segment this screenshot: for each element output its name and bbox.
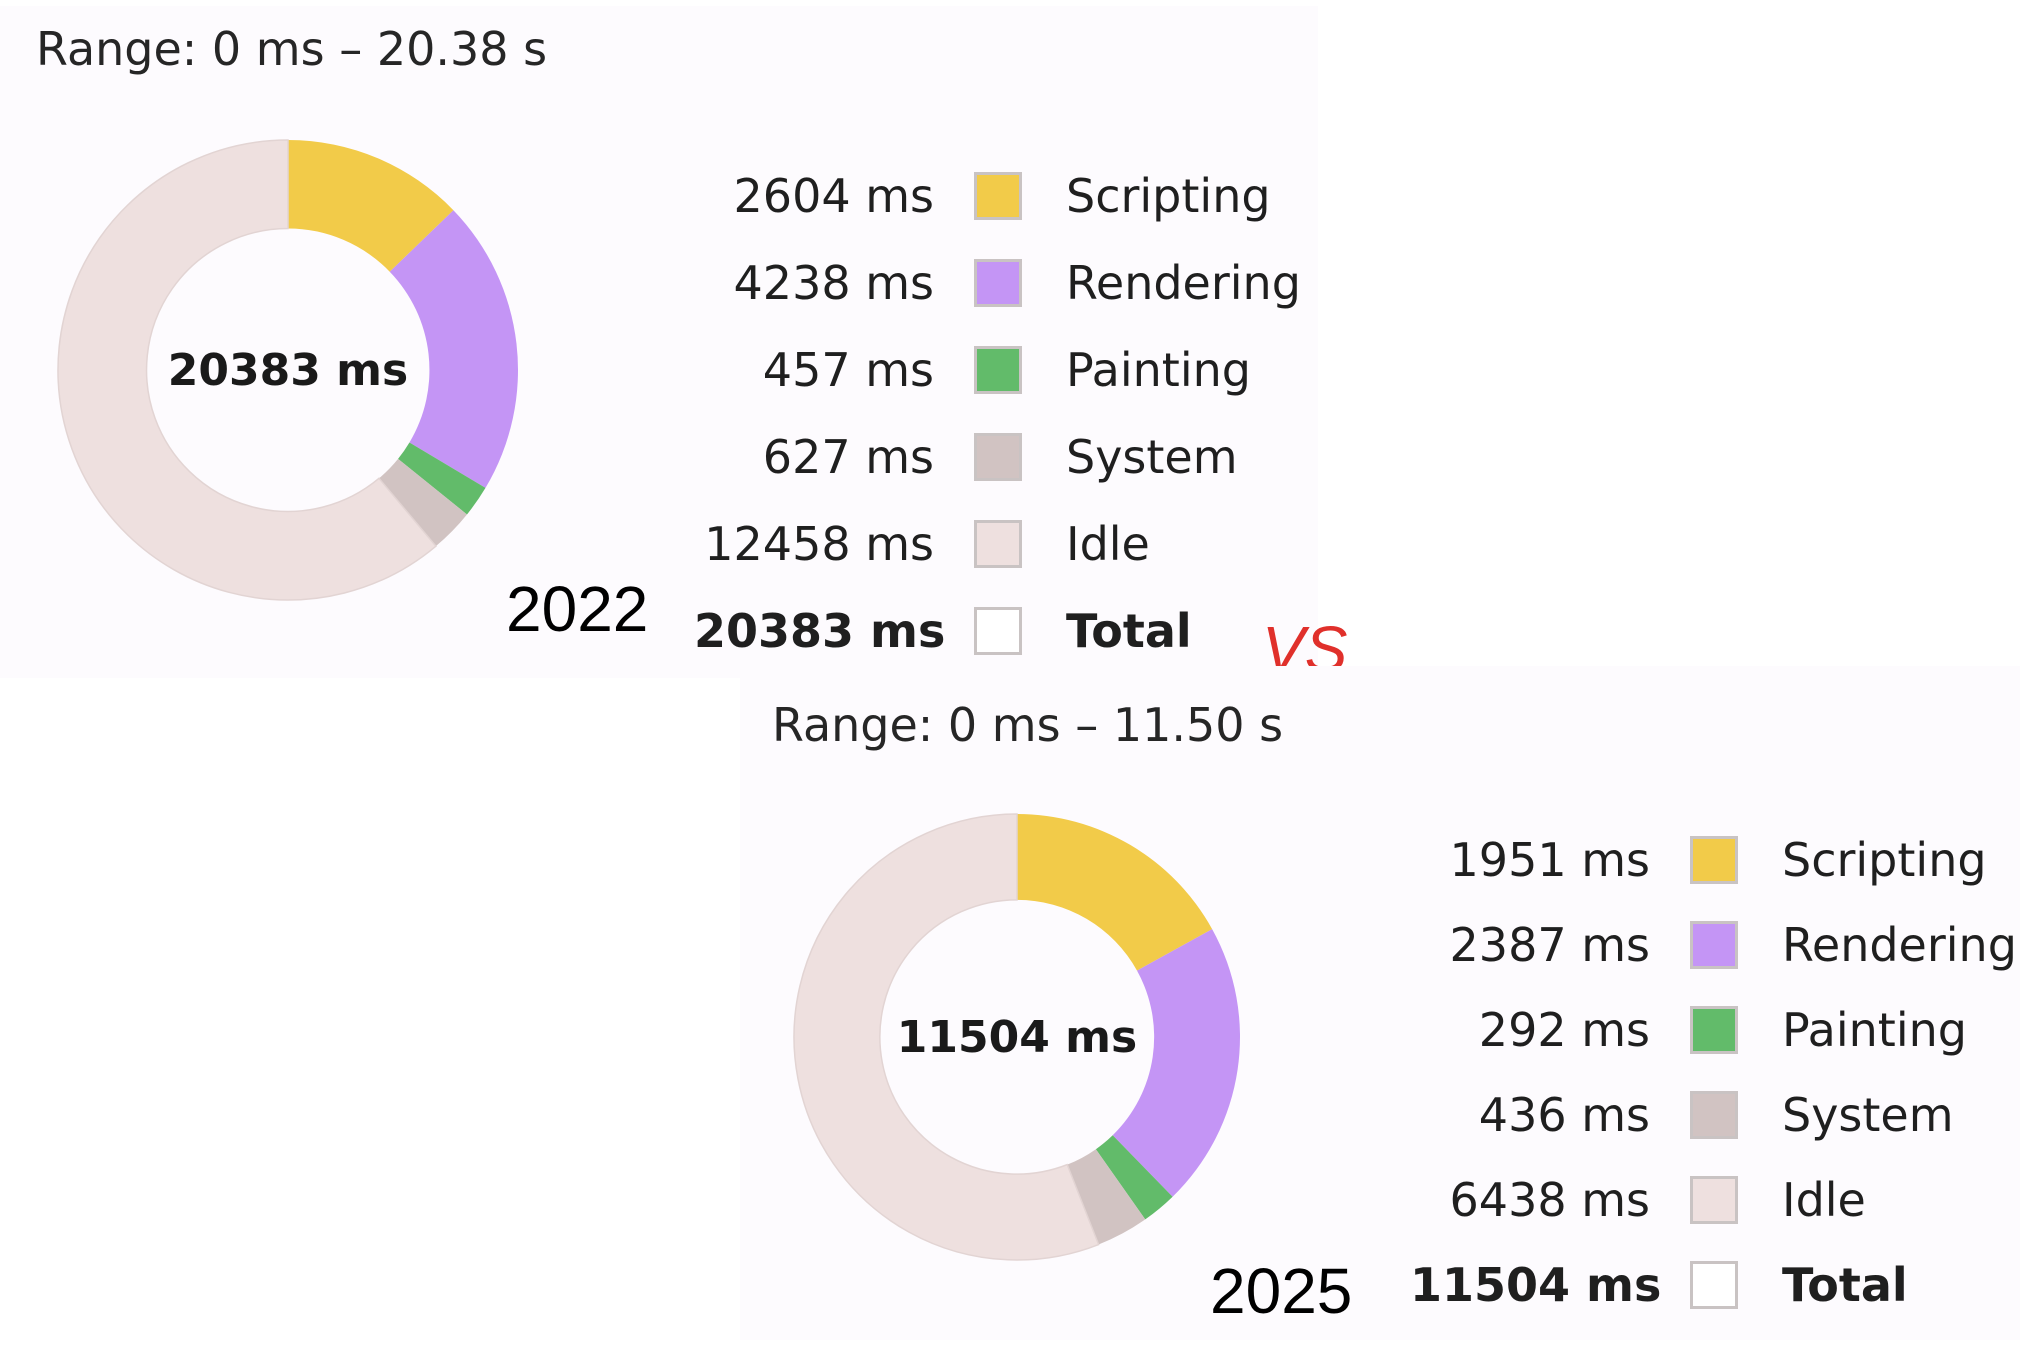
legend-label: Painting — [1782, 1003, 1967, 1057]
legend-swatch-rendering — [1690, 921, 1738, 969]
legend-row-system: 436 ms System — [1060, 1085, 2020, 1145]
legend-swatch-idle — [1690, 1176, 1738, 1224]
donut-chart: 20383 ms — [57, 139, 518, 601]
legend-row-painting: 292 ms Painting — [1060, 1000, 2020, 1060]
legend-label: Scripting — [1066, 169, 1271, 223]
legend-label: Rendering — [1066, 256, 1301, 310]
donut-center-total: 11504 ms — [897, 1012, 1137, 1063]
donut-slice-rendering — [1112, 929, 1240, 1197]
legend-row-rendering: 4238 ms Rendering — [340, 253, 1340, 313]
donut-slice-idle — [57, 139, 437, 601]
legend-swatch-painting — [974, 346, 1022, 394]
summary-panel-2025: Range: 0 ms – 11.50 s 11504 ms 1951 ms Sc… — [740, 666, 2020, 1340]
legend-swatch-total — [1690, 1261, 1738, 1309]
legend-row-total: 20383 ms Total — [340, 601, 1340, 661]
legend-value: 436 ms — [1478, 1088, 1650, 1142]
legend-row-idle: 6438 ms Idle — [1060, 1170, 2020, 1230]
legend-value: 2387 ms — [1449, 918, 1650, 972]
legend-row-system: 627 ms System — [340, 427, 1340, 487]
legend-row-painting: 457 ms Painting — [340, 340, 1340, 400]
legend-row-total: 11504 ms Total — [1060, 1255, 2020, 1315]
legend-label: Painting — [1066, 343, 1251, 397]
legend-swatch-idle — [974, 520, 1022, 568]
legend-value: 627 ms — [762, 430, 934, 484]
donut-chart: 11504 ms — [793, 813, 1240, 1261]
summary-panel-2022: Range: 0 ms – 20.38 s 20383 ms 2604 ms Sc… — [0, 6, 1318, 678]
legend-label: Idle — [1782, 1173, 1866, 1227]
legend-value: 292 ms — [1478, 1003, 1650, 1057]
legend: 2604 ms Scripting 4238 ms Rendering 457 ms Pa… — [340, 166, 1340, 686]
legend-swatch-system — [974, 433, 1022, 481]
donut-slice-scripting — [288, 140, 454, 272]
donut-slice-rendering — [389, 210, 518, 488]
legend-swatch-system — [1690, 1091, 1738, 1139]
legend-value: 6438 ms — [1449, 1173, 1650, 1227]
donut-slice-system — [378, 458, 467, 547]
legend-label: Total — [1782, 1258, 1908, 1312]
donut-slice-painting — [398, 442, 486, 515]
legend-swatch-scripting — [1690, 836, 1738, 884]
legend-label: Total — [1066, 604, 1192, 658]
legend-value: 20383 ms — [694, 604, 946, 658]
legend-value: 457 ms — [762, 343, 934, 397]
legend-value: 1951 ms — [1449, 833, 1650, 887]
legend-row-scripting: 2604 ms Scripting — [340, 166, 1340, 226]
year-label: 2025 — [1210, 1255, 1353, 1327]
legend-label: System — [1782, 1088, 1954, 1142]
legend-swatch-rendering — [974, 259, 1022, 307]
legend-label: Scripting — [1782, 833, 1987, 887]
range-label: Range: 0 ms – 11.50 s — [772, 698, 1284, 752]
year-label: 2022 — [506, 573, 649, 645]
legend-swatch-total — [974, 607, 1022, 655]
legend-value: 4238 ms — [733, 256, 934, 310]
legend-swatch-painting — [1690, 1006, 1738, 1054]
legend: 1951 ms Scripting 2387 ms Rendering 292 ms Pa… — [1060, 830, 2020, 1350]
legend-row-rendering: 2387 ms Rendering — [1060, 915, 2020, 975]
legend-swatch-scripting — [974, 172, 1022, 220]
donut-slice-scripting — [1017, 814, 1213, 971]
donut-slice-painting — [1095, 1135, 1173, 1220]
legend-value: 12458 ms — [704, 517, 934, 571]
legend-label: Rendering — [1782, 918, 2017, 972]
legend-row-scripting: 1951 ms Scripting — [1060, 830, 2020, 890]
legend-value: 11504 ms — [1410, 1258, 1662, 1312]
legend-value: 2604 ms — [733, 169, 934, 223]
legend-label: Idle — [1066, 517, 1150, 571]
donut-slice-idle — [793, 813, 1100, 1261]
donut-slice-system — [1067, 1149, 1146, 1245]
legend-row-idle: 12458 ms Idle — [340, 514, 1340, 574]
donut-center-total: 20383 ms — [168, 345, 408, 396]
legend-label: System — [1066, 430, 1238, 484]
range-label: Range: 0 ms – 20.38 s — [36, 22, 548, 76]
